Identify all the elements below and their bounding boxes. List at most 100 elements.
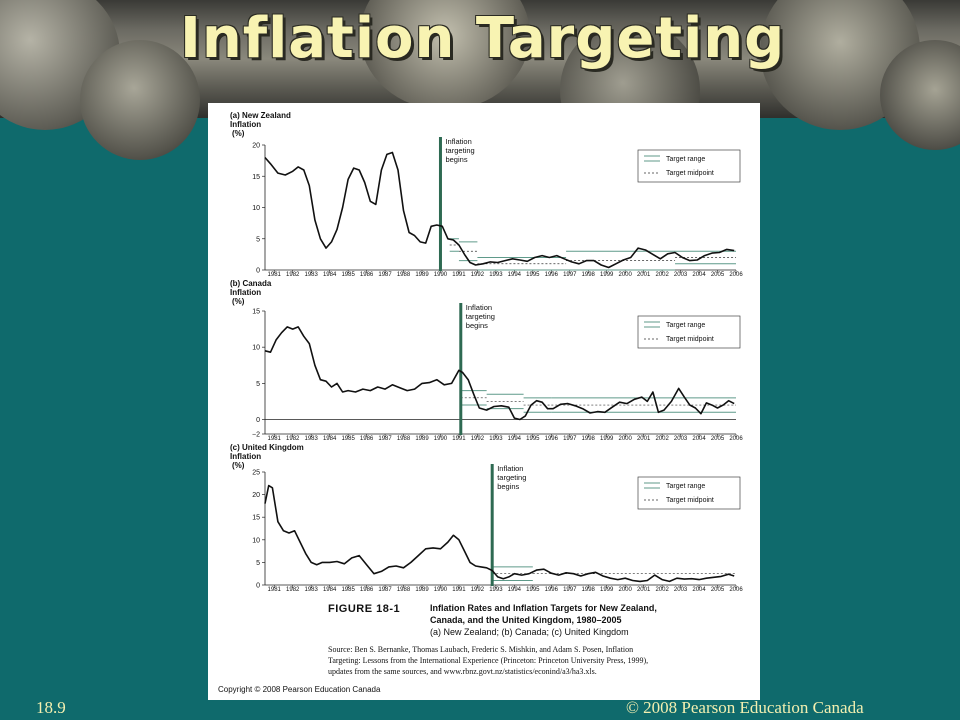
x-tick-label: 1985 xyxy=(341,272,355,278)
x-tick-label: 1993 xyxy=(489,436,503,442)
legend-label-midpoint: Target midpoint xyxy=(666,170,714,177)
x-tick-label: 2005 xyxy=(711,436,725,442)
x-tick-label: 1995 xyxy=(526,436,540,442)
x-tick-label: 2002 xyxy=(655,587,669,593)
annotation-text: begins xyxy=(445,155,467,164)
coin-image xyxy=(880,40,960,150)
x-tick-label: 1998 xyxy=(582,587,596,593)
x-tick-label: 1994 xyxy=(508,587,522,593)
x-tick-label: 1997 xyxy=(563,587,577,593)
figure-panel: (a) New Zealand Inflation (%) 0 5 10 15 20 1981 1… xyxy=(208,103,760,700)
y-tick-label: 0 xyxy=(256,583,260,590)
x-tick-label: 1986 xyxy=(360,272,374,278)
y-tick-label: 5 xyxy=(256,381,260,388)
y-tick-label: 5 xyxy=(256,560,260,567)
legend-box xyxy=(637,476,741,510)
x-tick-label: 1990 xyxy=(434,436,448,442)
x-tick-label: 1981 xyxy=(268,587,282,593)
x-tick-label: 2004 xyxy=(692,587,706,593)
x-tick-label: 2001 xyxy=(637,436,651,442)
x-tick-label: 2003 xyxy=(674,587,688,593)
x-tick-label: 1989 xyxy=(415,272,429,278)
x-tick-label: 2005 xyxy=(711,272,725,278)
source-line-3: updates from the same sources, and www.r… xyxy=(328,667,597,676)
x-tick-label: 2003 xyxy=(674,436,688,442)
x-tick-label: 1984 xyxy=(323,587,337,593)
x-tick-label: 1990 xyxy=(434,587,448,593)
x-tick-label: 1988 xyxy=(397,436,411,442)
annotation-text: begins xyxy=(466,321,488,330)
x-tick-label: 2000 xyxy=(618,587,632,593)
source-line-2: Targeting: Lessons from the Internationa… xyxy=(328,656,649,665)
y-tick-label: 10 xyxy=(252,345,260,352)
x-tick-label: 2003 xyxy=(674,272,688,278)
x-tick-label: 1997 xyxy=(563,436,577,442)
y-axis-label: Inflation xyxy=(230,120,261,129)
panel-label: (c) United Kingdom xyxy=(230,443,304,452)
x-tick-label: 1982 xyxy=(286,272,300,278)
annotation-text: targeting xyxy=(497,473,526,482)
source-line-1: Source: Ben S. Bernanke, Thomas Laubach,… xyxy=(328,645,634,654)
x-tick-label: 1988 xyxy=(397,272,411,278)
legend-box xyxy=(637,149,741,183)
caption-line-2: Canada, and the United Kingdom, 1980–200… xyxy=(430,615,622,625)
copyright-footer: © 2008 Pearson Education Canada xyxy=(626,698,864,717)
x-tick-label: 2004 xyxy=(692,436,706,442)
coin-image xyxy=(80,40,200,160)
annotation-text: targeting xyxy=(445,146,474,155)
legend-box xyxy=(637,315,741,349)
y-axis-label: Inflation xyxy=(230,288,261,297)
inflation-series-line xyxy=(264,151,735,269)
panel-label: (b) Canada xyxy=(230,279,272,288)
x-tick-label: 1984 xyxy=(323,272,337,278)
x-tick-label: 2004 xyxy=(692,272,706,278)
x-tick-label: 1989 xyxy=(415,587,429,593)
legend-label-midpoint: Target midpoint xyxy=(666,497,714,504)
annotation-text: Inflation xyxy=(445,137,471,146)
x-tick-label: 2006 xyxy=(729,587,743,593)
legend-label-range: Target range xyxy=(666,483,705,490)
x-tick-label: 1983 xyxy=(304,436,318,442)
y-axis-label: Inflation xyxy=(230,452,261,461)
x-tick-label: 1996 xyxy=(545,436,559,442)
legend-label-range: Target range xyxy=(666,156,705,163)
x-tick-label: 1988 xyxy=(397,587,411,593)
x-tick-label: 1996 xyxy=(545,587,559,593)
y-tick-label: 15 xyxy=(252,309,260,316)
x-tick-label: 1986 xyxy=(360,436,374,442)
annotation-text: targeting xyxy=(466,312,495,321)
x-tick-label: 1998 xyxy=(582,272,596,278)
x-tick-label: 1986 xyxy=(360,587,374,593)
figure-copyright: Copyright © 2008 Pearson Education Canad… xyxy=(218,685,381,694)
x-tick-label: 1981 xyxy=(268,272,282,278)
x-tick-label: 1989 xyxy=(415,436,429,442)
annotation-text: Inflation xyxy=(497,464,523,473)
x-tick-label: 1992 xyxy=(471,587,485,593)
y-tick-label: 10 xyxy=(252,205,260,212)
x-tick-label: 1982 xyxy=(286,587,300,593)
x-tick-label: 2000 xyxy=(618,436,632,442)
x-tick-label: 1997 xyxy=(563,272,577,278)
x-tick-label: 1999 xyxy=(600,587,614,593)
x-tick-label: 2002 xyxy=(655,436,669,442)
y-axis-unit: (%) xyxy=(232,461,245,470)
annotation-text: Inflation xyxy=(466,303,492,312)
x-tick-label: 1999 xyxy=(600,436,614,442)
x-tick-label: 2000 xyxy=(618,272,632,278)
x-tick-label: 1991 xyxy=(452,587,466,593)
y-tick-label: −2 xyxy=(252,432,260,439)
x-tick-label: 1990 xyxy=(434,272,448,278)
x-tick-label: 1983 xyxy=(304,272,318,278)
x-tick-label: 1994 xyxy=(508,436,522,442)
x-tick-label: 1993 xyxy=(489,587,503,593)
x-tick-label: 1985 xyxy=(341,436,355,442)
x-tick-label: 1991 xyxy=(452,436,466,442)
x-tick-label: 2001 xyxy=(637,587,651,593)
x-tick-label: 1987 xyxy=(378,272,392,278)
x-tick-label: 1991 xyxy=(452,272,466,278)
x-tick-label: 1984 xyxy=(323,436,337,442)
x-tick-label: 1987 xyxy=(378,436,392,442)
x-tick-label: 1995 xyxy=(526,272,540,278)
slide-title: Inflation Targeting xyxy=(180,6,786,71)
